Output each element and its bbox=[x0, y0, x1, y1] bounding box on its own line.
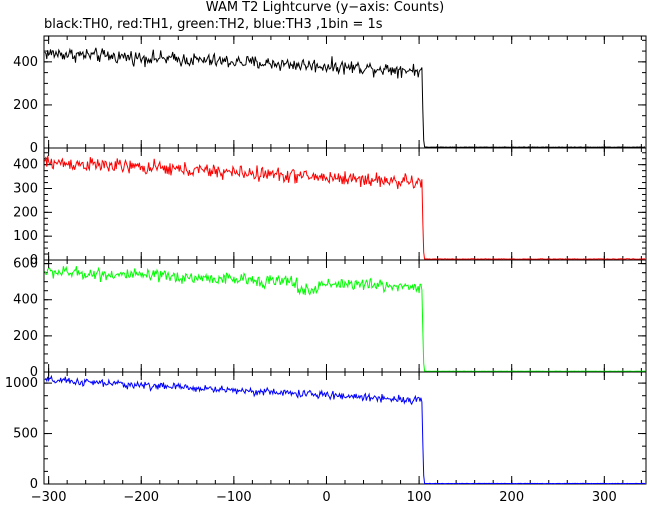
panel-frame bbox=[43, 259, 647, 373]
y-tick-label: 600 bbox=[13, 257, 38, 272]
y-tick-label: 200 bbox=[13, 98, 38, 113]
x-tick-label: 0 bbox=[322, 490, 330, 505]
y-tick-label: 0 bbox=[30, 477, 38, 492]
panel-th2: 0 200 400 600 bbox=[13, 257, 647, 380]
chart-title: WAM T2 Lightcurve (y−axis: Counts) bbox=[205, 0, 445, 15]
y-tick-label: 400 bbox=[13, 55, 38, 70]
x-tick-label: −100 bbox=[216, 490, 252, 505]
series-line-th3 bbox=[44, 374, 646, 485]
x-tick-label: 300 bbox=[592, 490, 617, 505]
y-tick-label: 200 bbox=[13, 205, 38, 220]
x-tick-label: 200 bbox=[499, 490, 524, 505]
panel-th3: 0 500 1000 bbox=[5, 371, 647, 492]
chart-subtitle: black:TH0, red:TH1, green:TH2, blue:TH3 … bbox=[44, 17, 383, 32]
y-tick-label: 300 bbox=[13, 182, 38, 197]
y-tick-label: 200 bbox=[13, 329, 38, 344]
y-tick-label: 0 bbox=[30, 253, 38, 268]
panel-th1: 0 100 200 300 400 bbox=[13, 147, 647, 268]
series-line-th1 bbox=[44, 155, 646, 260]
x-axis: −300 −200 −100 0 100 200 300 bbox=[31, 490, 617, 505]
panel-frame bbox=[43, 35, 647, 149]
y-tick-label: 0 bbox=[30, 365, 38, 380]
x-tick-label: −200 bbox=[123, 490, 159, 505]
y-tick-label: 100 bbox=[13, 229, 38, 244]
y-tick-label: 1000 bbox=[5, 376, 38, 391]
y-tick-label: 400 bbox=[13, 293, 38, 308]
series-line-th0 bbox=[44, 47, 646, 148]
y-tick-label: 0 bbox=[30, 141, 38, 156]
panel-frame bbox=[43, 371, 647, 485]
x-tick-label: −300 bbox=[31, 490, 67, 505]
y-tick-label: 500 bbox=[13, 427, 38, 442]
panel-th0: 0 200 400 bbox=[13, 35, 647, 156]
y-tick-label: 400 bbox=[13, 158, 38, 173]
x-tick-label: 100 bbox=[407, 490, 432, 505]
series-line-th2 bbox=[44, 265, 646, 373]
